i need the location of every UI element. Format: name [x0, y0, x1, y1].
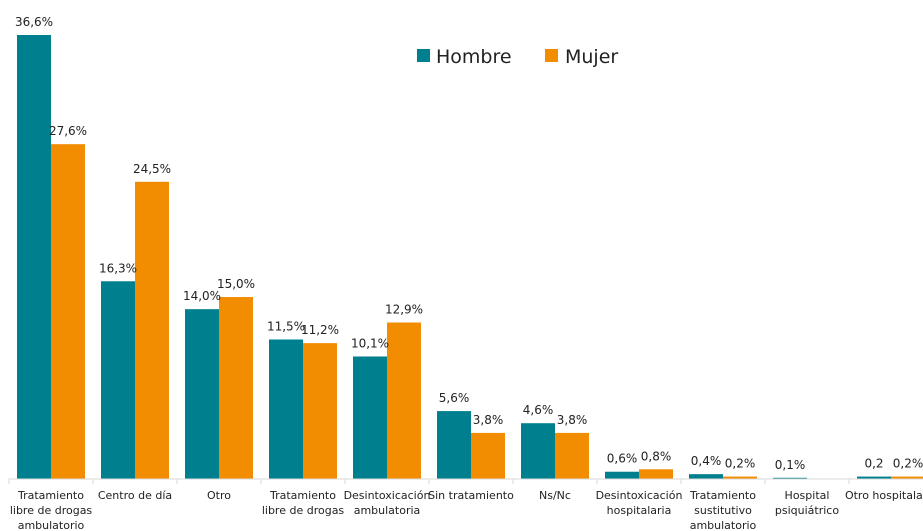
- bar-hombre-7: [605, 471, 639, 479]
- value-label-hombre-9: 0,1%: [775, 458, 806, 472]
- category-label-2: Otro: [207, 489, 231, 502]
- legend-label-mujer: Mujer: [565, 46, 618, 68]
- legend-swatch-mujer: [545, 49, 558, 62]
- x-axis-ticks: [8, 479, 850, 484]
- value-label-mujer-3: 11,2%: [301, 323, 339, 337]
- bar-mujer-5: [471, 432, 505, 479]
- category-label-10: Otro hospitalario: [845, 489, 923, 502]
- bar-hombre-4: [353, 356, 387, 479]
- bar-hombre-1: [101, 281, 135, 479]
- bar-hombre-0: [17, 35, 51, 479]
- bar-mujer-6: [555, 432, 589, 479]
- category-label-1: Centro de día: [98, 489, 172, 502]
- value-labels-layer: 36,6% 27,6% 16,3% 24,5% 14,0%15,0% 11,5%11,2%…: [15, 15, 923, 472]
- category-label-9: Hospital psiquiátrico: [775, 489, 839, 517]
- value-label-hombre-7: 0,6%: [607, 452, 638, 466]
- value-label-hombre-2: 14,0%: [183, 289, 221, 303]
- category-label-8: Tratamiento sustitutivo ambulatorio: [689, 489, 757, 531]
- bar-hombre-5: [437, 411, 471, 479]
- value-label-mujer-4: 12,9%: [385, 303, 423, 317]
- value-label-mujer-5: 3,8%: [473, 413, 504, 427]
- bar-mujer-4: [387, 322, 421, 479]
- bar-mujer-0: [51, 144, 85, 479]
- category-label-5: Sin tratamiento: [428, 489, 514, 502]
- bar-mujer-2: [219, 297, 253, 479]
- bars-layer: [17, 35, 923, 480]
- value-label-hombre-5: 5,6%: [439, 391, 470, 405]
- value-label-hombre-4: 10,1%: [351, 336, 389, 350]
- value-label-hombre-1: 16,3%: [99, 261, 137, 275]
- value-label-mujer-7: 0,8%: [641, 449, 672, 463]
- value-label-mujer-6: 3,8%: [557, 413, 588, 427]
- value-label-hombre-8: 0,4%: [691, 454, 722, 468]
- category-label-6: Ns/Nc: [539, 489, 571, 502]
- bar-hombre-3: [269, 339, 303, 479]
- legend-swatch-hombre: [417, 49, 430, 62]
- bar-hombre-2: [185, 309, 219, 479]
- legend-label-hombre: Hombre: [436, 46, 512, 68]
- category-label-7: Desintoxicación hospitalaria: [596, 489, 683, 517]
- legend: Hombre Mujer: [417, 46, 618, 68]
- bar-hombre-10: [857, 476, 891, 479]
- value-label-mujer-10: 0,2%: [893, 457, 923, 471]
- bar-mujer-1: [135, 181, 169, 480]
- value-label-mujer-8: 0,2%: [725, 457, 756, 471]
- category-label-4: Desintoxicación ambulatoria: [344, 489, 431, 517]
- value-label-mujer-0: 27,6%: [49, 124, 87, 138]
- value-label-mujer-2: 15,0%: [217, 277, 255, 291]
- bar-mujer-3: [303, 343, 337, 479]
- value-label-hombre-3: 11,5%: [267, 319, 305, 333]
- category-labels-layer: Tratamiento libre de drogas ambulatorio Cen…: [10, 489, 923, 531]
- bar-hombre-8: [689, 474, 723, 479]
- category-label-3: Tratamiento libre de drogas: [262, 489, 345, 517]
- bar-mujer-8: [723, 476, 757, 479]
- bar-hombre-9: [773, 477, 807, 479]
- bar-hombre-6: [521, 423, 555, 479]
- bar-mujer-7: [639, 469, 673, 479]
- value-label-mujer-1: 24,5%: [133, 162, 171, 176]
- bar-mujer-10: [891, 476, 923, 479]
- category-label-0: Tratamiento libre de drogas ambulatorio: [10, 489, 93, 531]
- value-label-hombre-0: 36,6%: [15, 15, 53, 29]
- value-label-hombre-6: 4,6%: [523, 403, 554, 417]
- value-label-hombre-10: 0,2: [864, 457, 883, 471]
